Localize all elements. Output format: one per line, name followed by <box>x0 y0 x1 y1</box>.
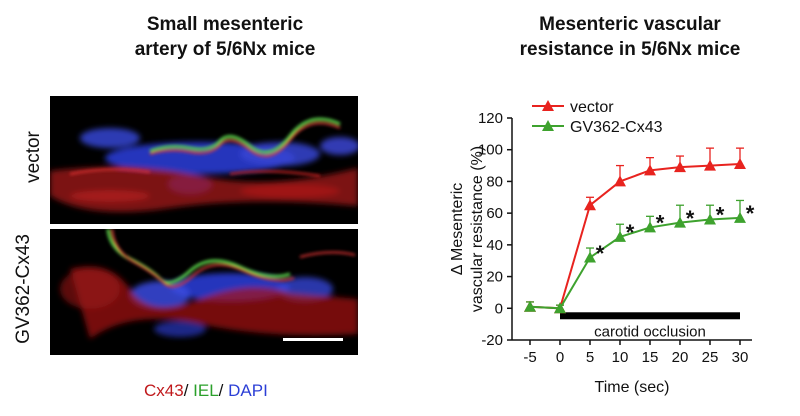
left-panel-title: Small mesenteric artery of 5/6Nx mice <box>80 12 370 62</box>
y-tick-label: 20 <box>486 269 503 286</box>
x-tick-label: 15 <box>642 349 659 366</box>
data-point-gv362-cx43 <box>674 216 686 228</box>
y-tick-label: 0 <box>495 300 503 317</box>
data-point-gv362-cx43 <box>584 251 596 263</box>
chart-title: Mesenteric vascular resistance in 5/6Nx … <box>470 12 790 62</box>
y-tick-label: 100 <box>478 142 503 159</box>
significance-marker: * <box>596 241 605 266</box>
stain-legend: Cx43/ IEL/ DAPI <box>144 381 268 401</box>
significance-marker: * <box>716 203 725 228</box>
occlusion-label: carotid occlusion <box>594 323 706 340</box>
x-tick-label: 10 <box>612 349 629 366</box>
stain-legend-iel: IEL <box>193 381 219 400</box>
stain-legend-dapi: DAPI <box>228 381 268 400</box>
occlusion-bar <box>560 312 740 320</box>
data-point-vector <box>674 161 686 173</box>
row-label-vector: vector <box>23 131 44 183</box>
x-tick-label: 25 <box>702 349 719 366</box>
micrograph-vector-image <box>50 117 358 212</box>
data-point-gv362-cx43 <box>614 230 626 242</box>
data-point-vector <box>614 175 626 187</box>
stain-legend-separator: / <box>218 381 229 400</box>
x-tick-label: -5 <box>523 349 536 366</box>
data-point-gv362-cx43 <box>644 221 656 233</box>
y-tick-label: 120 <box>478 110 503 127</box>
significance-marker: * <box>626 220 635 245</box>
data-point-vector <box>644 164 656 176</box>
chart-title-line2: resistance in 5/6Nx mice <box>519 39 741 60</box>
stain-legend-separator: / <box>183 381 194 400</box>
legend-marker-vector <box>542 100 554 111</box>
x-axis-label: Time (sec) <box>595 379 670 396</box>
line-chart: -20 0 20 40 60 80 100 120 -5 0 5 10 15 20 25 30 Time (se… <box>449 100 755 396</box>
scale-bar <box>283 338 343 341</box>
data-point-vector <box>704 159 716 171</box>
x-tick-label: 30 <box>732 349 749 366</box>
y-tick-label: -20 <box>481 332 503 349</box>
y-axis-label-line1: Δ Mesenteric <box>449 183 466 276</box>
left-title-line2: artery of 5/6Nx mice <box>134 39 316 60</box>
micrograph-gv362-cx43-image <box>60 229 358 341</box>
left-title-line1: Small mesenteric <box>146 14 304 35</box>
data-point-vector <box>584 199 596 211</box>
significance-marker: * <box>746 201 755 226</box>
y-tick-label: 40 <box>486 237 503 254</box>
significance-marker: * <box>686 206 695 231</box>
data-point-vector <box>734 157 746 169</box>
data-point-gv362-cx43 <box>734 211 746 223</box>
data-point-gv362-cx43 <box>554 302 566 314</box>
row-label-gv362-cx43: GV362-Cx43 <box>13 234 34 344</box>
micrograph-gv362-cx43 <box>50 229 358 355</box>
data-point-gv362-cx43 <box>524 300 536 312</box>
x-tick-label: 5 <box>586 349 594 366</box>
legend-marker-gv362-cx43 <box>542 120 554 131</box>
stain-legend-cx43: Cx43 <box>144 381 184 400</box>
y-tick-label: 60 <box>486 205 503 222</box>
y-axis-label-line2: vascular resistance (%) <box>469 146 486 312</box>
data-point-gv362-cx43 <box>704 213 716 225</box>
x-tick-label: 20 <box>672 349 689 366</box>
series-line-gv362-cx43 <box>529 216 741 310</box>
series-line-vector <box>529 162 741 310</box>
chart-title-line1: Mesenteric vascular <box>539 14 721 35</box>
x-tick-label: 0 <box>556 349 564 366</box>
y-tick-label: 80 <box>486 173 503 190</box>
legend-label-vector: vector <box>570 100 614 116</box>
legend-label-gv362-cx43: GV362-Cx43 <box>570 119 663 136</box>
micrograph-vector <box>50 96 358 224</box>
significance-marker: * <box>656 211 665 236</box>
